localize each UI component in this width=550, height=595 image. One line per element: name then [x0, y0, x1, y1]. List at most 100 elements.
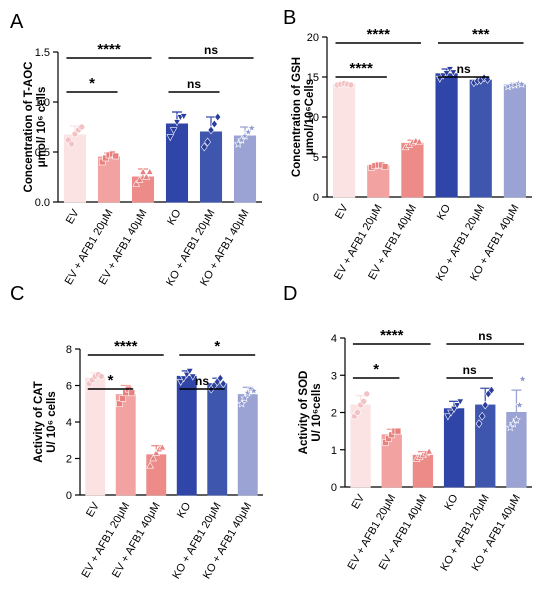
y-tick-label: 0.5	[35, 147, 50, 159]
significance-label: *	[373, 361, 379, 378]
data-point	[447, 409, 455, 417]
y-axis-label: Activity of SOD U/ 10⁶cells	[298, 371, 323, 455]
significance-label: ***	[472, 26, 490, 43]
y-tick-label: 4	[66, 417, 72, 429]
significance-label: ns	[478, 329, 492, 343]
data-point	[98, 158, 106, 166]
data-point	[200, 142, 208, 152]
y-tick-label: 15	[307, 72, 319, 84]
panel-letter: B	[283, 7, 296, 29]
significance-label: *	[89, 75, 95, 92]
bar-4	[469, 79, 492, 198]
y-label-line-1: Concentration of GSH	[291, 57, 303, 177]
data-point	[425, 447, 433, 455]
y-label-line-1: Activity of CAT	[33, 381, 45, 463]
bar-3	[176, 375, 197, 496]
data-point	[169, 127, 178, 135]
data-point	[360, 398, 367, 405]
data-point	[354, 409, 361, 416]
data-point	[68, 140, 75, 148]
data-point	[456, 398, 465, 406]
y-tick-label: 8	[66, 344, 72, 356]
x-tick-label: EV	[349, 492, 367, 511]
data-point	[145, 167, 154, 175]
data-point	[98, 373, 105, 380]
data-point	[243, 127, 253, 136]
y-tick-label: 10	[307, 112, 319, 124]
data-point	[188, 373, 197, 381]
data-point	[240, 131, 250, 140]
significance-label: ns	[463, 363, 477, 377]
bar-5	[503, 84, 527, 198]
data-point	[450, 406, 458, 413]
significance-label: *	[214, 338, 220, 355]
data-point	[514, 400, 525, 409]
data-point	[249, 386, 259, 395]
data-point	[444, 413, 452, 421]
data-point	[149, 454, 158, 462]
bar-2	[401, 142, 424, 198]
data-point	[508, 418, 518, 428]
panel-b: B 0 5 10 15 20 Concentration of GSH μmol/10⁶Cel…	[283, 7, 532, 283]
y-tick-label: 1.5	[35, 47, 50, 59]
bar-0	[63, 134, 87, 203]
y-tick-label: 1.0	[35, 97, 50, 109]
data-point	[152, 448, 161, 456]
significance-label: ns	[204, 43, 218, 57]
data-point	[214, 112, 222, 122]
x-tick-label: EV	[64, 207, 82, 226]
data-point	[475, 419, 483, 429]
panel-letter: A	[10, 11, 24, 33]
significance-label: ****	[380, 327, 404, 344]
data-point	[116, 400, 123, 408]
y-tick-label: 0	[313, 192, 319, 204]
x-tick-label: KO	[175, 500, 194, 520]
data-point	[173, 119, 181, 127]
data-point	[511, 415, 521, 424]
data-point	[128, 389, 136, 397]
data-point	[179, 375, 188, 383]
data-point	[158, 443, 167, 451]
x-tick-label: EV	[84, 500, 102, 519]
y-label-line-2: μmol/10⁶Cells	[304, 79, 316, 155]
y-tick-label: 4	[331, 333, 337, 345]
data-point	[237, 399, 247, 408]
data-point	[415, 137, 424, 145]
significance-label: ns	[187, 77, 201, 91]
data-point	[210, 119, 218, 129]
data-point	[135, 175, 144, 183]
data-point	[166, 134, 175, 142]
panel-letter: D	[283, 283, 297, 305]
y-label-line-1: Activity of SOD	[298, 371, 310, 455]
y-label-line-2: U/ 10⁶ cells	[46, 391, 58, 453]
y-tick-label: 2	[66, 454, 72, 466]
significance-label: ****	[97, 41, 121, 58]
x-tick-label: KO	[435, 202, 454, 222]
bar-0	[85, 377, 106, 496]
data-point	[216, 373, 224, 383]
data-point	[347, 81, 355, 89]
y-tick-label: 1	[331, 445, 337, 457]
data-point	[219, 379, 227, 389]
data-point	[179, 113, 188, 121]
data-point	[488, 385, 495, 395]
data-point	[78, 123, 86, 131]
y-axis-label: Activity of CAT U/ 10⁶ cells	[33, 381, 58, 463]
data-point	[453, 402, 461, 410]
data-point	[176, 379, 185, 387]
y-tick-label: 6	[66, 381, 72, 393]
significance-label: ****	[367, 26, 391, 43]
data-point	[394, 427, 402, 435]
y-tick-label: 20	[307, 32, 319, 44]
data-point	[233, 139, 243, 148]
data-point	[142, 172, 151, 180]
bar-3	[443, 408, 465, 488]
bar-0	[332, 83, 356, 198]
data-point	[207, 125, 215, 135]
data-point	[517, 79, 527, 89]
bar-1	[115, 394, 136, 496]
significance-label: ns	[457, 62, 471, 76]
